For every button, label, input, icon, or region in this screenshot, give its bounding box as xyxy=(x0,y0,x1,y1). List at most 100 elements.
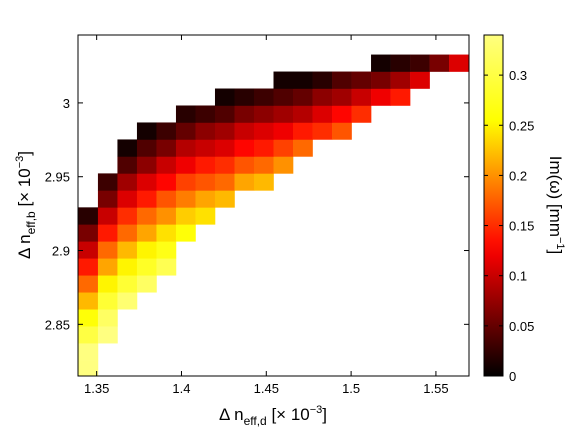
heat-cell xyxy=(332,105,352,123)
heat-cell xyxy=(78,224,99,242)
y-tick-label: 2.9 xyxy=(52,244,70,259)
x-axis-label: Δ neff,d [× 10−3] xyxy=(219,404,327,428)
heat-cell xyxy=(117,190,138,208)
cb-label-close: ] xyxy=(546,250,565,255)
heat-cell xyxy=(175,122,196,140)
x-label-unit: [× 10 xyxy=(267,405,310,424)
colorbar-tick-label: 0.05 xyxy=(509,319,534,334)
heat-cell xyxy=(234,122,255,140)
heat-cell xyxy=(214,156,235,174)
heat-cell xyxy=(273,71,294,89)
heat-cell xyxy=(195,139,216,157)
heat-cell xyxy=(78,360,99,376)
heat-cell xyxy=(156,224,177,242)
heat-cell xyxy=(175,173,196,191)
heat-cell xyxy=(312,105,333,123)
y-tick-label: 3 xyxy=(63,96,70,111)
heat-cell xyxy=(156,122,177,140)
heat-cell xyxy=(312,71,333,89)
heat-cell xyxy=(371,88,391,106)
heat-cell xyxy=(273,156,294,174)
heat-cell xyxy=(273,139,294,157)
colorbar-tick-label: 0.2 xyxy=(509,168,527,183)
cb-label-exp: −1 xyxy=(554,237,566,250)
heatmap xyxy=(78,54,469,376)
heat-cell xyxy=(136,275,157,293)
heat-cell xyxy=(136,258,157,276)
heat-cell xyxy=(117,173,138,191)
heat-cell xyxy=(214,105,235,123)
colorbar-tick-label: 0.25 xyxy=(509,118,534,133)
heat-cell xyxy=(253,122,274,140)
colorbar-tick-label: 0.15 xyxy=(509,219,534,234)
heat-cell xyxy=(117,224,138,242)
heat-cell xyxy=(156,241,177,259)
heat-cell xyxy=(97,190,118,208)
cb-label-main: Im(ω) [mm xyxy=(546,156,565,237)
heat-cell xyxy=(234,156,255,174)
x-tick-label: 1.45 xyxy=(254,381,279,396)
heat-cell xyxy=(97,292,118,310)
heat-cell xyxy=(312,88,333,106)
heat-cell xyxy=(332,88,352,106)
heat-cell xyxy=(351,71,372,89)
heat-cell xyxy=(390,71,411,89)
heat-cell xyxy=(195,105,216,123)
heat-cell xyxy=(97,207,118,225)
heat-cell xyxy=(195,122,216,140)
heat-cell xyxy=(78,326,99,344)
heat-cell xyxy=(117,275,138,293)
heat-cell xyxy=(410,54,430,72)
colorbar-tick-label: 0 xyxy=(509,369,516,384)
heat-cell xyxy=(234,173,255,191)
heat-cell xyxy=(273,88,294,106)
heat-cell xyxy=(136,139,157,157)
y-axis-label: Δ neff,b [× 10−3] xyxy=(14,151,38,259)
heat-cell xyxy=(273,122,294,140)
heat-cell xyxy=(156,258,177,276)
heat-cell xyxy=(136,224,157,242)
heat-cell xyxy=(78,309,99,327)
x-label-main: Δ n xyxy=(219,405,244,424)
heat-cell xyxy=(175,139,196,157)
y-tick-label: 2.95 xyxy=(45,170,70,185)
heat-cell xyxy=(117,207,138,225)
heat-cell xyxy=(156,190,177,208)
heat-cell xyxy=(175,224,196,242)
x-tick-label: 1.4 xyxy=(172,381,190,396)
heat-cell xyxy=(410,71,430,89)
y-label-sub: eff,b xyxy=(24,211,38,234)
heat-cell xyxy=(449,54,469,72)
heat-cell xyxy=(253,156,274,174)
heat-cell xyxy=(78,343,99,361)
heat-cell xyxy=(97,326,118,344)
heat-cell xyxy=(214,88,235,106)
colorbar-tick-label: 0.1 xyxy=(509,269,527,284)
heat-cell xyxy=(293,122,313,140)
y-label-close: ] xyxy=(15,151,34,156)
heat-cell xyxy=(78,258,99,276)
heat-cell xyxy=(214,139,235,157)
heat-cell xyxy=(78,241,99,259)
heat-cell xyxy=(195,173,216,191)
heat-cell xyxy=(253,105,274,123)
heat-cell xyxy=(351,105,372,123)
heat-cell xyxy=(175,207,196,225)
heat-cell xyxy=(371,71,391,89)
y-label-exp: −3 xyxy=(14,156,26,169)
heat-cell xyxy=(214,190,235,208)
heat-cell xyxy=(351,88,372,106)
heat-cell xyxy=(293,139,313,157)
x-label-sub: eff,d xyxy=(244,414,267,428)
heat-cell xyxy=(136,190,157,208)
plot-frame xyxy=(77,34,470,377)
heat-cell xyxy=(97,275,118,293)
heat-cell xyxy=(78,207,99,225)
colorbar xyxy=(483,34,504,377)
heat-cell xyxy=(117,156,138,174)
heat-cell xyxy=(214,122,235,140)
y-tick-label: 2.85 xyxy=(45,317,70,332)
heat-cell xyxy=(371,54,391,72)
heat-cell xyxy=(253,173,274,191)
